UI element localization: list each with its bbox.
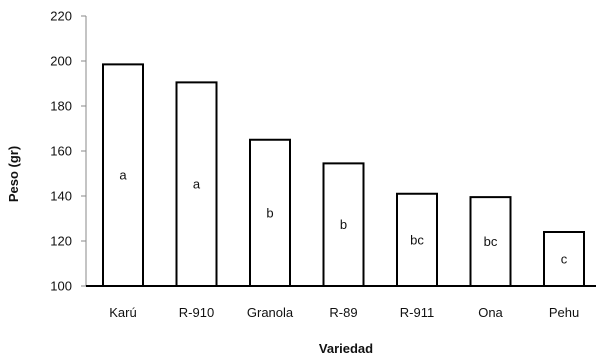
bar-significance-label: b bbox=[266, 205, 273, 220]
x-tick-label: Granola bbox=[247, 305, 294, 320]
x-tick-label: R-911 bbox=[400, 305, 434, 320]
y-tick-label: 180 bbox=[50, 99, 72, 114]
y-tick-label: 160 bbox=[50, 144, 72, 159]
y-axis: 100 120 140 160 180 200 220 bbox=[50, 9, 87, 294]
bar-significance-label: bc bbox=[484, 234, 498, 249]
x-tick-label: R-910 bbox=[179, 305, 214, 320]
bar-significance-label: a bbox=[119, 168, 127, 183]
bar bbox=[543, 231, 585, 287]
x-axis: Karú R-910 Granola R-89 R-911 Ona Pehu bbox=[86, 285, 596, 320]
bars: a a b b bc bc c bbox=[102, 63, 585, 287]
x-tick-label: Ona bbox=[478, 305, 503, 320]
bar bbox=[102, 63, 144, 287]
bar bbox=[469, 196, 512, 287]
y-tick-label: 140 bbox=[50, 189, 72, 204]
y-axis-title: Peso (gr) bbox=[6, 146, 21, 202]
bar bbox=[249, 138, 291, 287]
y-tick-label: 120 bbox=[50, 234, 72, 249]
bar-significance-label: a bbox=[193, 177, 201, 192]
y-tick-label: 100 bbox=[50, 279, 72, 294]
y-tick-label: 220 bbox=[50, 9, 72, 24]
x-tick-label: Pehu bbox=[549, 305, 579, 320]
bar-significance-label: b bbox=[340, 217, 347, 232]
bar-significance-label: c bbox=[561, 252, 568, 267]
x-tick-label: R-89 bbox=[329, 305, 357, 320]
x-axis-title: Variedad bbox=[319, 341, 373, 356]
x-tick-label: Karú bbox=[109, 305, 136, 320]
y-tick-label: 200 bbox=[50, 54, 72, 69]
bar bbox=[322, 162, 365, 287]
bar-significance-label: bc bbox=[410, 232, 424, 247]
